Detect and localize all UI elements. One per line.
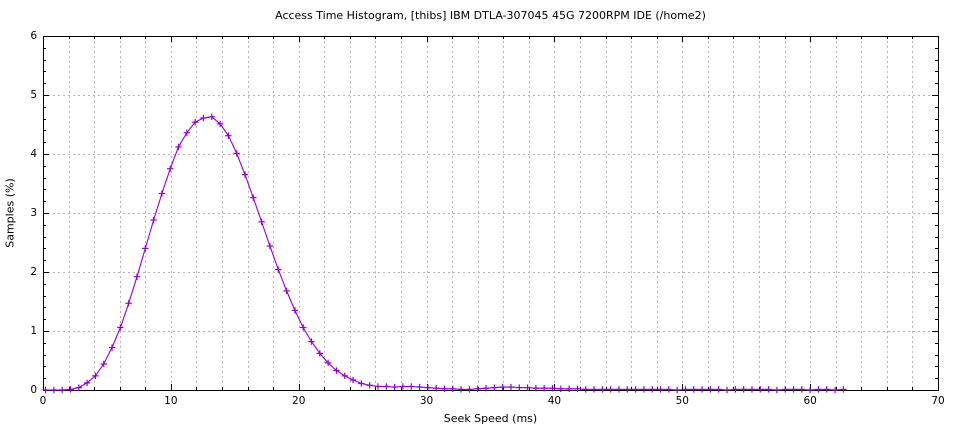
x-tick-label: 20	[292, 395, 306, 407]
y-tick-label: 4	[30, 147, 37, 160]
y-tick-label: 3	[30, 206, 37, 219]
x-tick-label: 10	[164, 395, 178, 407]
x-tick-label: 40	[547, 395, 562, 407]
x-axis-label: Seek Speed (ms)	[443, 412, 538, 425]
x-tick-label: 60	[803, 395, 817, 407]
y-tick-label: 2	[30, 265, 37, 278]
x-tick-label: 50	[675, 395, 689, 407]
chart-title: Access Time Histogram, [thibs] IBM DTLA-…	[275, 9, 706, 22]
y-tick-label: 0	[30, 383, 37, 396]
y-tick-label: 5	[30, 88, 37, 101]
y-tick-label: 1	[30, 324, 37, 337]
x-tick-label: 70	[931, 395, 945, 407]
y-tick-label: 6	[30, 29, 37, 42]
x-tick-label: 0	[39, 395, 47, 407]
x-tick-label: 30	[419, 395, 434, 407]
